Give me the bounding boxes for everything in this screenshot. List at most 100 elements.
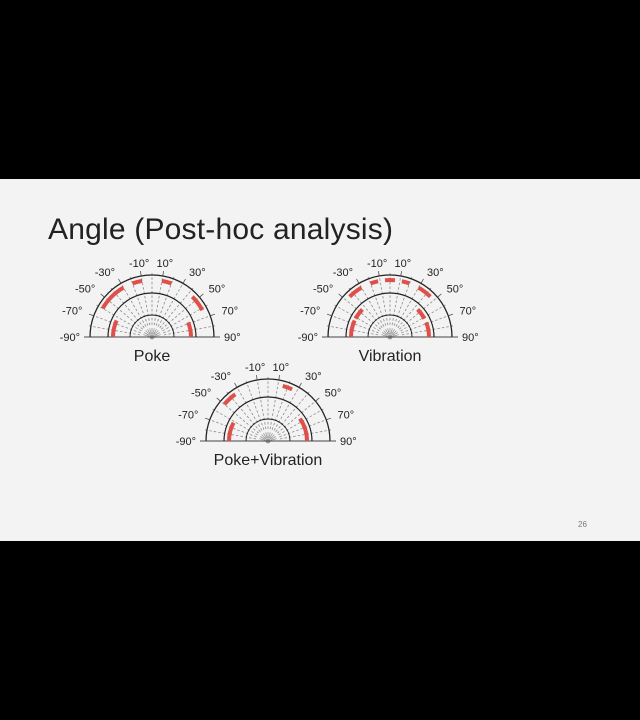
highlight-segment	[161, 278, 173, 286]
angle-tick	[210, 313, 216, 317]
angle-tick	[88, 313, 94, 317]
highlight-segment	[353, 308, 364, 320]
small-arc	[245, 418, 291, 442]
inner-arc	[107, 292, 197, 338]
center-fan-tick	[391, 329, 395, 335]
angle-label: 90°	[224, 332, 241, 344]
center-fan-tick	[270, 438, 277, 441]
angle-tick	[204, 417, 210, 421]
highlight-segment	[424, 321, 431, 338]
angle-tick	[255, 374, 258, 381]
center-fan-tick	[147, 329, 151, 335]
angle-label: 30°	[427, 267, 444, 279]
center-fan-tick	[154, 334, 161, 337]
angle-tick	[338, 293, 343, 298]
center-fan-tick	[153, 330, 159, 336]
angle-spoke	[245, 380, 265, 430]
center-fan-tick	[392, 332, 398, 336]
angle-tick	[315, 397, 320, 402]
angle-tick	[182, 278, 186, 284]
outer-arc	[327, 274, 453, 338]
angle-label: 50°	[209, 283, 226, 295]
angle-label: -50°	[313, 283, 333, 295]
center-fan-tick	[270, 436, 276, 440]
angle-tick	[437, 293, 442, 298]
center-fan-tick	[268, 432, 271, 439]
angle-tick	[377, 270, 380, 277]
angle-label: 10°	[157, 258, 174, 270]
angle-tick	[420, 278, 424, 284]
angle-label: -70°	[300, 306, 320, 318]
center-fan-tick	[152, 328, 155, 335]
highlight-segment	[417, 285, 432, 299]
highlight-segment	[100, 285, 125, 310]
center-fan-tick	[269, 434, 275, 440]
angle-label: 70°	[338, 410, 355, 422]
inner-arc	[223, 396, 313, 442]
center-fan-tick	[382, 332, 388, 336]
angle-diagram-poke: -90° -70° -50° -30° -10° 10° 30° 50° 70° 90° Poke	[40, 258, 265, 369]
center-fan-tick	[154, 332, 160, 336]
angle-spoke	[357, 281, 385, 327]
highlight-segment	[401, 279, 411, 286]
angle-tick	[199, 293, 204, 298]
dial-svg: -90° -70° -50°-30° -10° 10° 30°50° 70° 90° Vibra…	[298, 258, 479, 365]
angle-tick	[298, 382, 302, 388]
highlight-segment	[369, 279, 379, 286]
angle-label: -90°	[60, 332, 80, 344]
outer-arc	[89, 274, 215, 338]
center-fan-tick	[145, 330, 151, 336]
highlight-segment	[111, 319, 119, 338]
angle-label: -50°	[191, 387, 211, 399]
angle-tick	[326, 313, 332, 317]
center-fan-tick	[390, 328, 393, 335]
angle-tick	[400, 270, 403, 277]
angle-tick	[162, 270, 165, 277]
angle-tick	[216, 397, 221, 402]
angle-label: 70°	[460, 306, 477, 318]
dial-svg: -90° -70° -50°-30° -10° 10° 30°50° 70° 90° Poke+…	[176, 362, 357, 469]
angle-spoke	[157, 281, 185, 327]
angle-label: 10°	[273, 362, 290, 374]
angle-tick	[448, 313, 454, 317]
angle-label: -50°	[75, 283, 95, 295]
center-fan-tick	[261, 434, 267, 440]
angle-label: 50°	[325, 387, 342, 399]
dial-svg: -90° -70° -50°-30° -10° 10° 30°50° 70° 90° Poke	[60, 258, 241, 365]
inner-arc	[345, 292, 435, 338]
angle-spoke	[119, 281, 147, 327]
angle-tick	[100, 293, 105, 298]
highlight-segment	[298, 417, 309, 442]
center-fan-tick	[387, 328, 390, 335]
diagram-caption: Poke	[134, 348, 171, 365]
highlight-segment	[131, 278, 143, 286]
center-fan-tick	[153, 329, 157, 335]
angle-label: 90°	[462, 332, 479, 344]
angle-label: -30°	[333, 267, 353, 279]
angle-label: 30°	[305, 371, 322, 383]
angle-label: 30°	[189, 267, 206, 279]
highlight-segment	[222, 392, 237, 406]
angle-label: 90°	[340, 436, 357, 448]
highlight-segment	[190, 295, 205, 312]
center-fan-tick	[381, 334, 388, 337]
center-fan-tick	[263, 433, 267, 439]
diagram-caption: Vibration	[359, 348, 422, 365]
angle-tick	[356, 278, 360, 284]
highlight-segment	[349, 319, 357, 338]
center-fan-tick	[265, 432, 268, 439]
angle-label: 50°	[447, 283, 464, 295]
angle-spoke	[96, 304, 142, 332]
angle-tick	[234, 382, 238, 388]
angle-label: -70°	[62, 306, 82, 318]
angle-tick	[139, 270, 142, 277]
angle-label: -90°	[298, 332, 318, 344]
center-fan-tick	[392, 334, 399, 337]
center-fan-tick	[143, 334, 150, 337]
highlight-segment	[186, 321, 193, 338]
page-number: 26	[578, 520, 587, 529]
center-fan-tick	[391, 330, 397, 336]
angle-spoke	[395, 281, 423, 327]
angle-label: 10°	[395, 258, 412, 270]
angle-tick	[278, 374, 281, 381]
